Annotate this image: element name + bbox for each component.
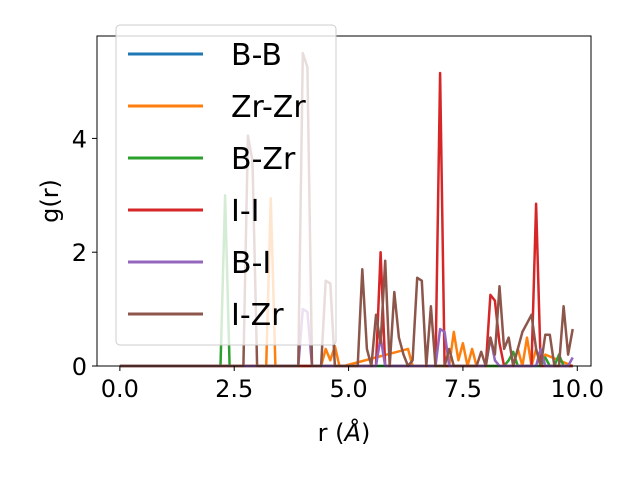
y-axis: 0 2 4 xyxy=(72,125,97,381)
legend: B-B Zr-Zr B-Zr I-I B-I I-Zr xyxy=(115,24,337,346)
y-tick-label: 2 xyxy=(72,239,87,267)
legend-label: B-Zr xyxy=(231,142,296,177)
x-tick-label: 7.5 xyxy=(444,375,482,403)
legend-box xyxy=(115,24,337,346)
y-axis-title: g(r) xyxy=(36,179,64,223)
legend-label: B-I xyxy=(231,246,271,281)
x-tick-label: 2.5 xyxy=(215,375,253,403)
y-tick-label: 0 xyxy=(72,353,87,381)
x-axis: 0.0 2.5 5.0 7.5 10.0 xyxy=(101,366,604,403)
plot-frame xyxy=(96,35,592,367)
legend-label: B-B xyxy=(231,38,282,73)
y-tick-label: 4 xyxy=(72,125,87,153)
series-line-i-zr xyxy=(119,51,574,368)
legend-label: I-Zr xyxy=(231,298,284,333)
x-tick-label: 0.0 xyxy=(101,375,139,403)
legend-label: I-I xyxy=(231,194,260,229)
x-axis-title: r (Å) xyxy=(318,418,371,447)
legend-label: Zr-Zr xyxy=(231,90,306,125)
x-tick-label: 10.0 xyxy=(551,375,604,403)
x-tick-label: 5.0 xyxy=(329,375,367,403)
series-line-zr-zr xyxy=(119,196,574,368)
